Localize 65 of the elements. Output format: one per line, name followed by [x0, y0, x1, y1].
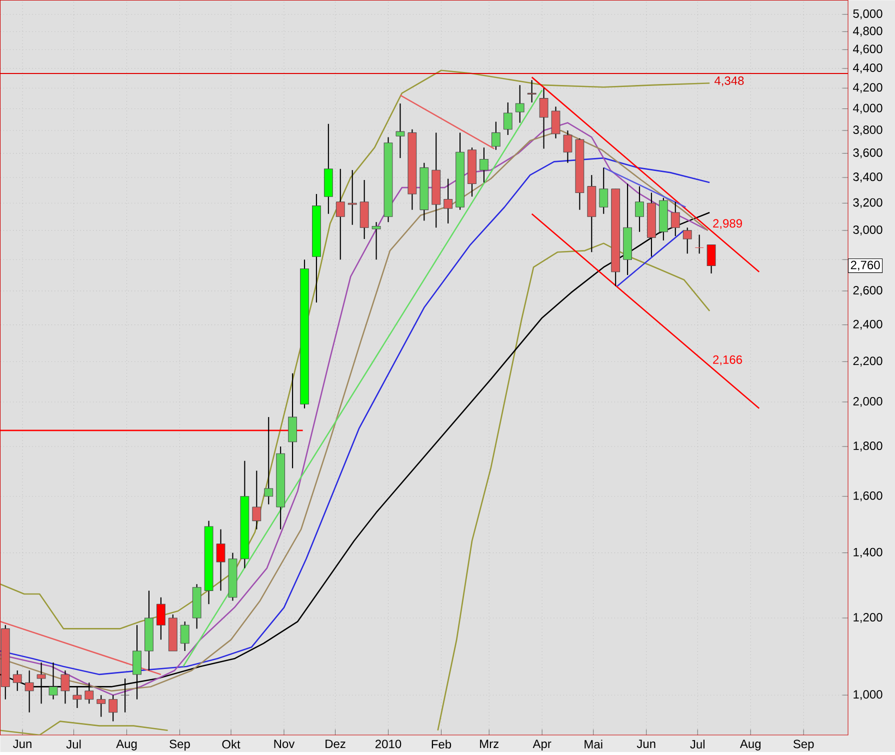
x-tick-label: Sep	[170, 740, 190, 751]
y-tick-label: 4,200	[853, 83, 882, 94]
x-tick-label: Jun	[636, 740, 656, 748]
candlestick	[156, 596, 166, 640]
candlestick	[180, 620, 190, 652]
y-tick-label: 3,800	[853, 125, 882, 136]
y-tick-label: 5,000	[853, 9, 882, 20]
candlestick	[694, 234, 704, 254]
candlestick	[599, 167, 608, 214]
x-tick-label: Mai	[584, 740, 602, 749]
candlestick	[527, 80, 536, 103]
candlestick	[372, 222, 381, 260]
y-tick-label: 1,400	[854, 548, 882, 558]
y-tick-label: 4,600	[853, 44, 882, 55]
x-tick-label: Jun	[13, 740, 32, 748]
candlestick	[348, 170, 357, 226]
text: 2,760	[850, 260, 880, 271]
candlestick	[216, 528, 226, 592]
annotation: 2,989	[713, 219, 742, 230]
candlestick	[336, 168, 345, 260]
candlestick	[252, 470, 262, 530]
y-tick-label: 4,000	[853, 104, 882, 114]
candlestick	[396, 102, 405, 159]
candlestick	[96, 694, 106, 718]
y-tick-label: 2,400	[853, 320, 882, 330]
x-tick-label: Sep	[793, 740, 814, 751]
candlestick	[551, 106, 560, 139]
candlestick	[491, 121, 500, 150]
candlestick	[444, 178, 453, 224]
x-tick-label: Jul	[690, 740, 704, 749]
candlestick	[264, 416, 274, 505]
candlestick	[539, 88, 548, 150]
candlestick	[503, 102, 512, 136]
candlestick	[108, 694, 118, 722]
x-tick-label: Nov	[274, 740, 295, 748]
y-tick-label: 1,200	[854, 613, 882, 623]
y-tick-label: 3,400	[853, 172, 882, 182]
y-tick-label: 4,400	[853, 63, 882, 74]
candlestick	[480, 146, 488, 184]
y-tick-label: 3,200	[853, 198, 882, 208]
y-tick-label: 1,600	[854, 491, 882, 502]
line-series	[0, 70, 710, 630]
y-tick-label: 3,600	[853, 148, 882, 158]
candlestick	[563, 130, 572, 164]
y-tick-label: 3,000	[853, 225, 882, 236]
ref-line-label: 4,348	[714, 76, 744, 86]
y-tick-label: 4,800	[853, 26, 882, 37]
y-tick-label: 1,000	[854, 690, 882, 700]
x-tick-label: 2010	[376, 740, 402, 748]
candlestick	[682, 227, 692, 254]
y-tick-label: 2,600	[853, 286, 882, 296]
x-tick-label: Dez	[326, 740, 346, 748]
y-tick-label: 1,800	[854, 442, 882, 452]
x-tick-label: Mrz	[480, 740, 498, 748]
x-tick-label: Aug	[740, 740, 760, 750]
annotation: 2,166	[713, 355, 742, 366]
y-tick-label: 2,000	[853, 396, 882, 407]
x-tick-label: Aug	[116, 740, 137, 750]
candlestick	[635, 186, 644, 232]
x-tick-label: Jul	[66, 740, 81, 749]
x-tick-label: Apr	[532, 740, 552, 750]
x-tick-label: Okt	[222, 740, 240, 749]
x-tick-label: Feb	[432, 740, 452, 749]
y-tick-label: 2,200	[853, 356, 882, 367]
candlestick	[706, 244, 716, 274]
